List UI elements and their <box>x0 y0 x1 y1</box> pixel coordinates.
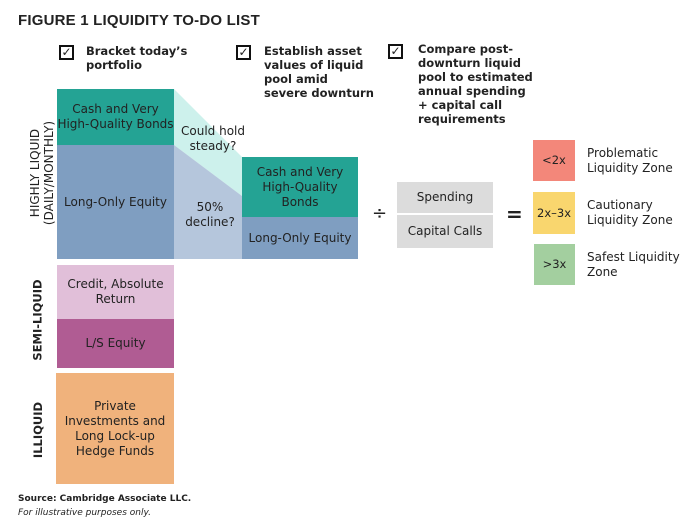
checkbox-icon: ✓ <box>59 45 74 60</box>
zone-label-safest: Safest Liquidity Zone <box>587 250 680 279</box>
steady-label: Could hold steady? <box>181 124 245 153</box>
post-equity-box: Long-Only Equity <box>242 217 358 259</box>
checkbox-icon: ✓ <box>388 44 403 59</box>
divide-icon: ÷ <box>372 203 388 224</box>
zone-label-cautionary: Cautionary Liquidity Zone <box>587 198 673 227</box>
zone-ratio-problematic: <2x <box>533 140 575 181</box>
checkbox-icon: ✓ <box>236 45 251 60</box>
decline-band <box>174 145 242 259</box>
highly-liquid-text: HIGHLY LIQUID <box>28 128 42 218</box>
step-3: Compare post-downturn liquid pool to est… <box>418 42 533 126</box>
note-text: For illustrative purposes only. <box>18 508 151 518</box>
capital-calls-box: Capital Calls <box>397 215 493 248</box>
step-1: Bracket today’s portfolio <box>86 44 188 72</box>
figure-title: FIGURE 1 LIQUIDITY TO-DO LIST <box>18 12 260 29</box>
post-cash-box: Cash and Very High-Quality Bonds <box>242 157 358 217</box>
highly-liquid-label: HIGHLY LIQUID (DAILY/MONTHLY) <box>28 121 56 225</box>
illiquid-label: ILLIQUID <box>31 401 45 459</box>
equals-icon: = <box>506 202 523 226</box>
highly-liquid-label-wrap: HIGHLY LIQUID (DAILY/MONTHLY) <box>2 118 82 228</box>
decline-label: 50% decline? <box>185 200 235 229</box>
steady-band <box>166 89 242 196</box>
cash-box: Cash and Very High-Quality Bonds <box>57 89 174 145</box>
spending-box: Spending <box>397 182 493 214</box>
step-2: Establish asset values of liquid pool am… <box>264 44 374 100</box>
semi-liquid-label: SEMI-LIQUID <box>31 279 45 361</box>
zone-ratio-safest: >3x <box>534 244 575 285</box>
equity-box: Long-Only Equity <box>57 145 174 259</box>
ls-equity-box: L/S Equity <box>57 319 174 368</box>
private-box: Private Investments and Long Lock-up Hed… <box>56 373 174 484</box>
highly-liquid-sub: (DAILY/MONTHLY) <box>42 120 56 226</box>
source-text: Source: Cambridge Associate LLC. <box>18 494 192 504</box>
credit-box: Credit, Absolute Return <box>57 265 174 319</box>
zone-ratio-cautionary: 2x–3x <box>533 192 575 234</box>
zone-label-problematic: Problematic Liquidity Zone <box>587 146 673 175</box>
